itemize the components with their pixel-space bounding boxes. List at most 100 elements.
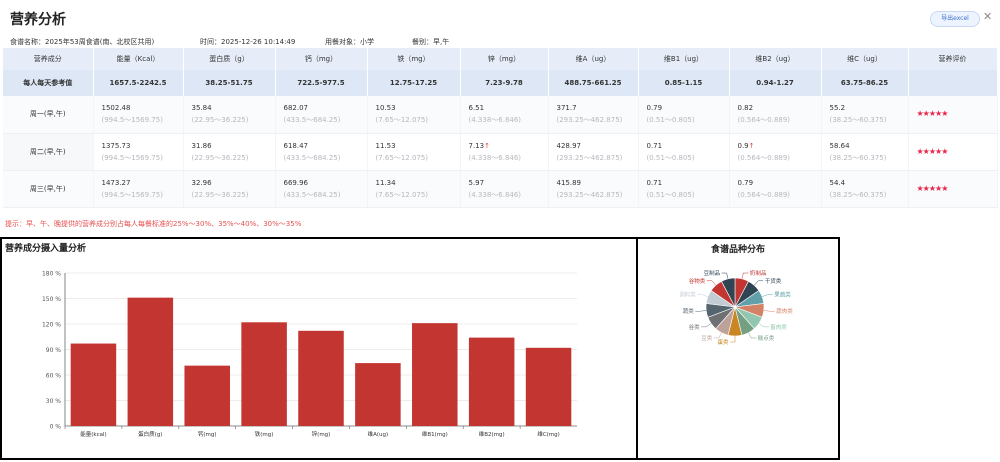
nutrient-cell: 7.13↑ (4.338～6.846) [460,133,549,171]
nutrient-value: 0.79 [646,104,663,113]
nutrient-value: 0.79 [737,178,754,187]
nutrient-range: (0.564～0.889) [737,116,791,125]
export-excel-button[interactable]: 导出excel [930,11,980,27]
pie-label-line [748,332,757,339]
bar[interactable] [184,365,230,426]
x-tick-label: 能量(kcal) [80,430,106,438]
reference-cell [908,70,998,96]
bar[interactable] [127,297,174,426]
table-row: 周一(早,午) 1502.48 (994.5～1569.75) 35.84 (22.95… [3,96,998,134]
nutrient-range: (22.95～36.225) [191,153,249,162]
nutrient-range: (7.65～12.075) [375,116,429,125]
nutrient-cell: 11.53 (7.65～12.075) [367,133,461,171]
close-icon[interactable]: ✕ [983,10,993,23]
x-tick-label: 维B2(mg) [479,430,505,438]
nutrient-cell: 669.96 (433.5～684.25) [275,170,368,208]
nutrient-cell: 1473.27 (994.5～1569.75) [93,170,184,208]
nutrient-cell: 10.53 (7.65～12.075) [367,96,461,134]
pie-slice-label: 糕点类 [758,334,775,342]
nutrient-cell: 55.2 (38.25～60.375) [821,96,909,134]
reference-cell: 0.85-1.15 [638,70,730,96]
reference-cell: 38.25-51.75 [183,70,276,96]
nutrient-value: 35.84 [191,104,212,113]
pie-chart-title: 食谱品种分布 [710,245,765,255]
rating-stars: ★★★★★ [916,183,949,193]
table-row: 周三(早,午) 1473.27 (994.5～1569.75) 32.96 (22.95… [3,170,998,208]
rating-cell: ★★★★★ [908,133,998,171]
nutrient-cell: 11.34 (7.65～12.075) [367,170,461,208]
pie-slice[interactable] [721,277,736,308]
nutrient-cell: 0.71 (0.51～0.805) [638,133,730,171]
x-tick-label: 维C(mg) [537,430,559,438]
bar[interactable] [468,337,515,426]
bar[interactable] [241,322,287,426]
nutrient-range: (38.25～60.375) [829,153,887,162]
nutrient-value: 5.97 [468,178,485,187]
nutrient-range: (0.51～0.805) [646,190,695,199]
reference-cell: 488.75-661.25 [548,70,639,96]
reference-cell: 0.94-1.27 [729,70,822,96]
nutrient-value: 10.53 [375,104,396,113]
nutrient-value: 55.2 [829,104,846,113]
nutrient-value: 7.13 [468,141,485,150]
pie-slice-label: 蛋类 [717,338,729,346]
nutrient-value: 11.34 [375,178,396,187]
pie-label-line [701,323,712,328]
nutrient-cell: 415.89 (293.25～462.875) [548,170,639,208]
pie-label-line [762,294,773,297]
pie-label-line [695,310,707,312]
nutrient-cell: 682.07 (433.5～684.25) [275,96,368,134]
pie-label-line [706,280,716,286]
reference-row: 每人每天参考值 1657.5-2242.5 38.25-51.75 722.5-… [3,70,998,96]
nutrient-value: 1375.73 [101,141,131,150]
table-header-row: 营养成分 能量（Kcal） 蛋白质（g） 钙（mg） 铁（mg） 锌（mg） 维… [3,48,998,70]
table-row: 周二(早,午) 1375.73 (994.5～1569.75) 31.86 (22.95… [3,133,998,171]
nutrient-value: 32.96 [191,178,212,187]
bar-chart: 0 % 30 % 60 % 90 % 120 % 150 % 180 % 能量(kcal) 蛋白… [42,271,577,438]
nutrient-range: (293.25～462.875) [556,116,623,125]
y-tick-label: 150 % [42,296,61,303]
y-tick-label: 180 % [42,271,61,278]
reference-cell: 722.5-977.5 [275,70,368,96]
nutrient-range: (0.51～0.805) [646,116,695,125]
bar-chart-title: 营养成分摄入量分析 [5,244,87,254]
y-tick-label: 90 % [46,347,62,354]
day-label: 周二(早,午) [3,133,94,171]
reference-cell: 7.23-9.78 [460,70,549,96]
bar[interactable] [525,347,572,426]
pie-label-line [741,272,749,279]
nutrient-cell: 0.71 (0.51～0.805) [638,170,730,208]
nutrient-range: (7.65～12.075) [375,153,429,162]
header-cell: 能量（Kcal） [93,48,184,70]
meal-types: 餐别：早,午 [412,38,450,46]
nutrient-cell: 35.84 (22.95～36.225) [183,96,276,134]
nutrient-range: (433.5～684.25) [283,116,341,125]
x-tick-label: 蛋白质(g) [138,430,162,438]
bar[interactable] [412,323,458,426]
y-tick-label: 60 % [46,373,62,380]
nutrient-value: 6.51 [468,104,485,113]
header-cell: 营养评价 [908,48,998,70]
page-title: 营养分析 [10,12,66,28]
pie-label-line [754,280,764,286]
nutrient-cell: 428.97 (293.25～462.875) [548,133,639,171]
nutrient-range: (38.25～60.375) [829,190,887,199]
nutrient-value: 0.9 [737,141,749,150]
nutrient-range: (433.5～684.25) [283,190,341,199]
pie-label-line [721,272,729,279]
nutrient-value: 0.82 [737,104,754,113]
x-tick-label: 铁(mg) [255,430,274,438]
pie-label-line [730,336,736,343]
nutrient-value: 58.64 [829,141,850,150]
bar[interactable] [355,363,401,426]
bar[interactable] [298,330,344,426]
pie-slice-label: 调料类 [679,291,696,299]
meta-info: 食谱名称：2025年53周食谱(南、北校区共用) 时间：2025-12-26 1… [0,37,1000,47]
nutrient-range: (293.25～462.875) [556,153,623,162]
analysis-time: 时间：2025-12-26 10:14:49 [200,38,296,46]
bar[interactable] [70,343,117,426]
pie-label-line [758,323,769,328]
pie-slice-label: 谷物类 [689,277,706,285]
pie-slice-label: 豆制品 [704,269,721,277]
